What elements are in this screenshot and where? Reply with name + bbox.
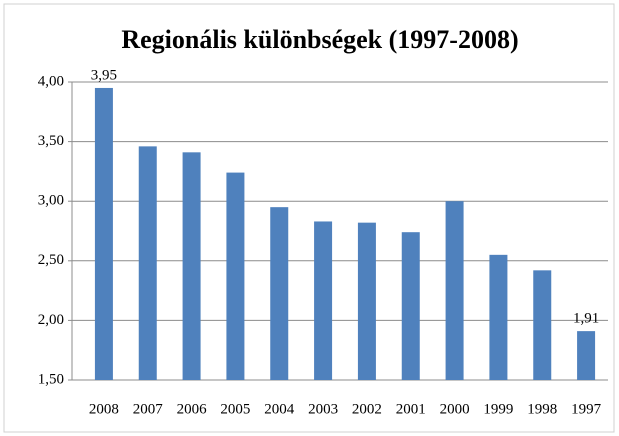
y-tick-label: 2,00 xyxy=(38,312,64,328)
data-label: 1,91 xyxy=(573,311,599,327)
bar xyxy=(226,172,245,380)
bar xyxy=(314,221,333,380)
bar xyxy=(445,201,464,380)
x-tick-label: 2001 xyxy=(396,401,426,417)
x-tick-label: 2005 xyxy=(220,401,250,417)
bar xyxy=(138,146,157,380)
y-tick-label: 4,00 xyxy=(38,73,64,89)
bar xyxy=(401,232,420,380)
x-tick-label: 2000 xyxy=(440,401,470,417)
bar xyxy=(357,222,376,380)
x-tick-label: 2002 xyxy=(352,401,382,417)
y-tick-label: 2,50 xyxy=(38,252,64,268)
data-label: 3,95 xyxy=(91,67,117,83)
y-tick-label: 3,00 xyxy=(38,193,64,209)
bar xyxy=(182,152,201,380)
x-tick-label: 1999 xyxy=(483,401,513,417)
bar xyxy=(489,254,508,380)
bar xyxy=(533,270,552,380)
x-tick-label: 1997 xyxy=(571,401,602,417)
y-tick-label: 1,50 xyxy=(38,371,64,387)
x-tick-label: 2003 xyxy=(308,401,338,417)
x-tick-label: 2006 xyxy=(177,401,208,417)
bar xyxy=(94,87,113,381)
x-tick-label: 2007 xyxy=(133,401,164,417)
y-tick-label: 3,50 xyxy=(38,133,64,149)
chart-title: Regionális különbségek (1997-2008) xyxy=(121,25,518,54)
x-tick-label: 2008 xyxy=(89,401,119,417)
bar xyxy=(577,331,596,380)
x-tick-label: 1998 xyxy=(527,401,557,417)
bar xyxy=(270,207,289,380)
x-tick-label: 2004 xyxy=(264,401,295,417)
